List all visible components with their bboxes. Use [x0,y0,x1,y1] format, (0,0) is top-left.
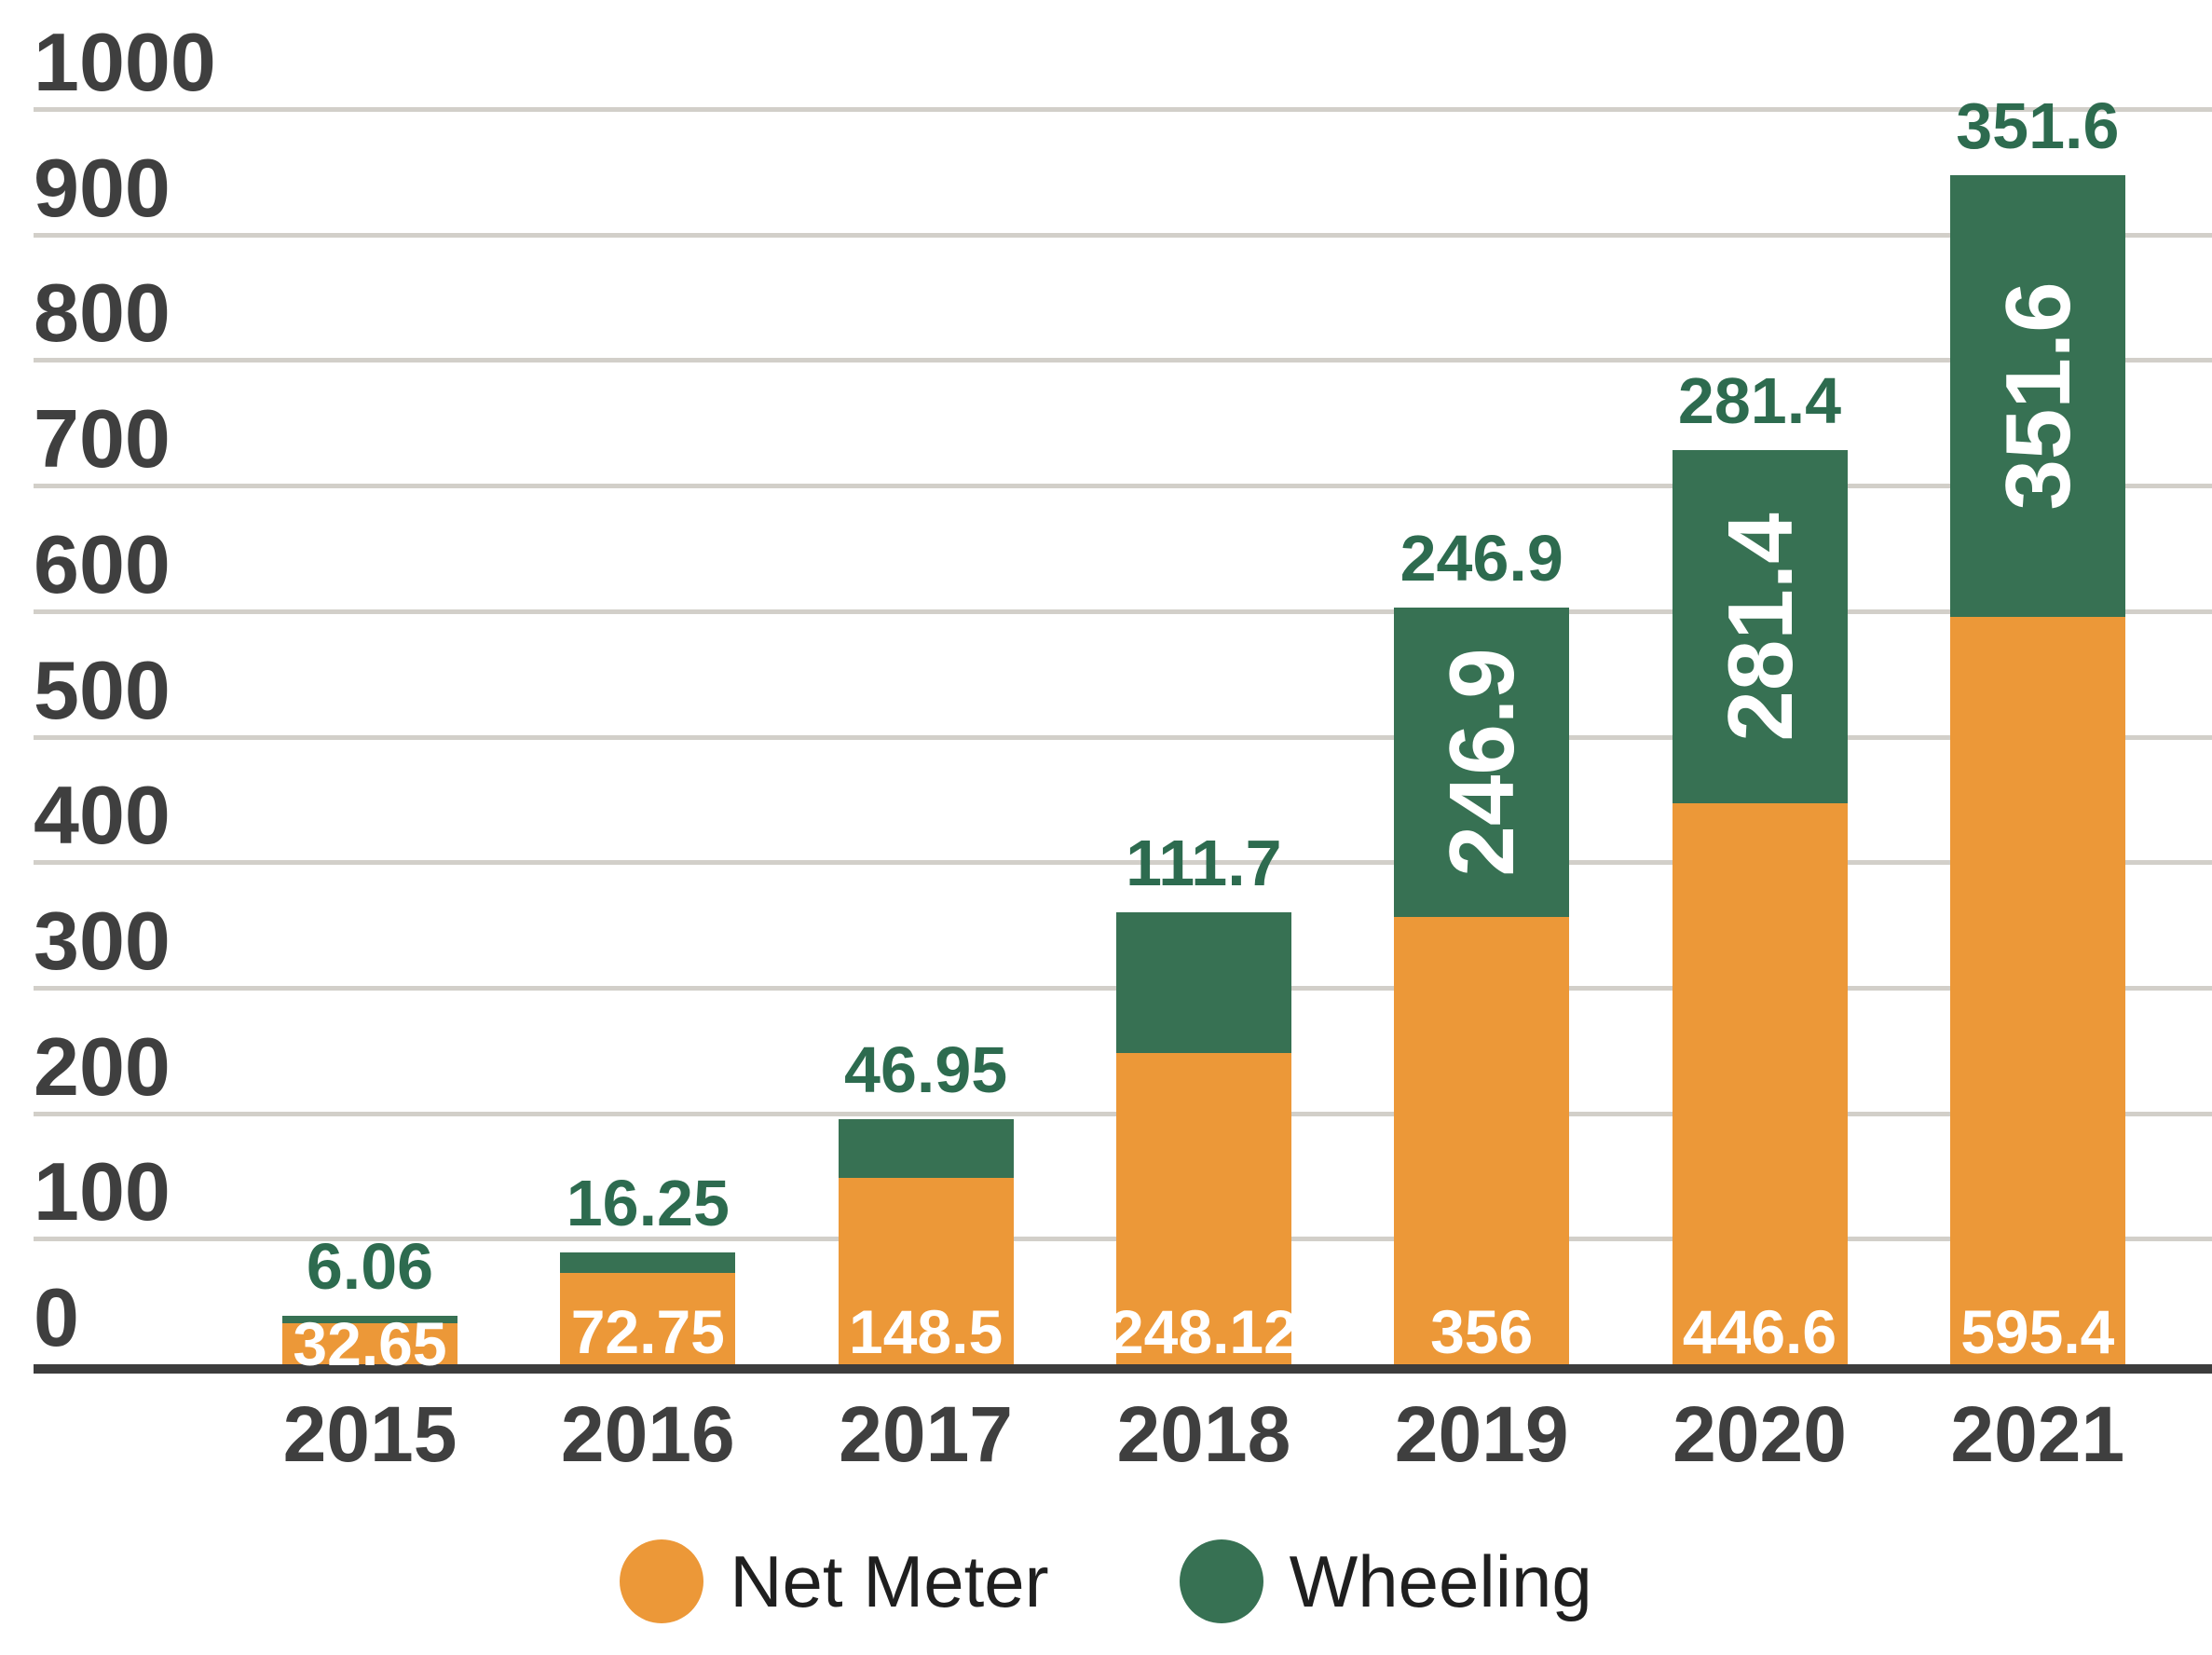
net-meter-swatch-icon [620,1539,704,1623]
gridline [34,860,2212,866]
y-axis-tick-label: 600 [34,517,171,610]
value-label-2016-wheeling: 16.25 [566,1167,730,1240]
value-label-2019-net-meter: 356 [1430,1297,1534,1366]
x-axis-label-2021: 2021 [1950,1390,2125,1478]
x-axis-label-2019: 2019 [1394,1390,1569,1478]
gridline [34,107,2212,112]
legend-label-net-meter: Net Meter [730,1540,1049,1622]
value-label-2020-net-meter: 446.6 [1682,1297,1837,1366]
x-axis-label-2017: 2017 [839,1390,1014,1478]
bar-2021-wheeling-segment [1949,175,2125,617]
gridline [34,232,2212,238]
bar-2021-net-meter-segment [1949,616,2125,1364]
y-axis-tick-label: 800 [34,267,171,360]
value-label-2015-wheeling: 6.06 [306,1229,434,1303]
inside-label-2021-wheeling: 351.6 [1986,281,2089,511]
bar-2018-net-meter-segment [1115,1052,1291,1364]
bar-2016-wheeling-segment [560,1252,736,1273]
wheeling-swatch-icon [1179,1539,1263,1623]
chart-legend: Net Meter Wheeling [0,1539,2212,1623]
y-axis-tick-label: 300 [34,894,171,987]
value-label-2018-wheeling: 111.7 [1126,827,1282,900]
y-axis-tick-label: 0 [34,1271,79,1363]
inside-label-2019-wheeling: 246.9 [1430,648,1534,877]
value-label-2015-net-meter: 32.65 [293,1309,447,1378]
bar-2019-net-meter-segment [1394,917,1570,1364]
legend-item-net-meter: Net Meter [620,1539,1049,1623]
value-label-2017-net-meter: 148.5 [849,1297,1004,1366]
value-label-2017-wheeling: 46.95 [844,1033,1008,1106]
x-axis-label-2016: 2016 [560,1390,735,1478]
bar-2018-wheeling-segment [1115,912,1291,1053]
y-axis-tick-label: 400 [34,769,171,862]
legend-item-wheeling: Wheeling [1179,1539,1592,1623]
x-axis-label-2015: 2015 [282,1390,457,1478]
gridline [34,358,2212,363]
gridline [34,734,2212,740]
bar-2015-wheeling-segment [282,1315,457,1323]
value-label-2018-net-meter: 248.12 [1109,1297,1298,1366]
bar-2017-wheeling-segment [838,1118,1014,1178]
gridline [34,609,2212,614]
y-axis-tick-label: 100 [34,1145,171,1238]
bar-2020-wheeling-segment [1672,450,1848,804]
value-label-2019-wheeling: 246.9 [1400,521,1563,595]
value-label-2021-wheeling: 351.6 [1956,89,2120,163]
bar-2016-net-meter-segment [560,1273,736,1364]
x-axis-line [34,1364,2212,1374]
bar-2015-net-meter-segment [282,1323,457,1364]
y-axis-tick-label: 900 [34,141,171,234]
x-axis-label-2018: 2018 [1116,1390,1291,1478]
gridline [34,484,2212,489]
value-label-2020-wheeling: 281.4 [1677,364,1842,438]
bar-2017-net-meter-segment [838,1177,1014,1364]
y-axis-tick-label: 500 [34,643,171,736]
y-axis-tick-label: 700 [34,392,171,486]
value-label-2016-net-meter: 72.75 [570,1297,725,1366]
legend-label-wheeling: Wheeling [1289,1540,1592,1622]
bar-2019-wheeling-segment [1394,607,1570,918]
bar-2020-net-meter-segment [1672,803,1848,1364]
value-label-2021-net-meter: 595.4 [1960,1297,2115,1366]
y-axis-tick-label: 1000 [34,16,216,108]
x-axis-label-2020: 2020 [1673,1390,1847,1478]
inside-label-2020-wheeling: 281.4 [1708,513,1811,742]
y-axis-tick-label: 200 [34,1019,171,1113]
